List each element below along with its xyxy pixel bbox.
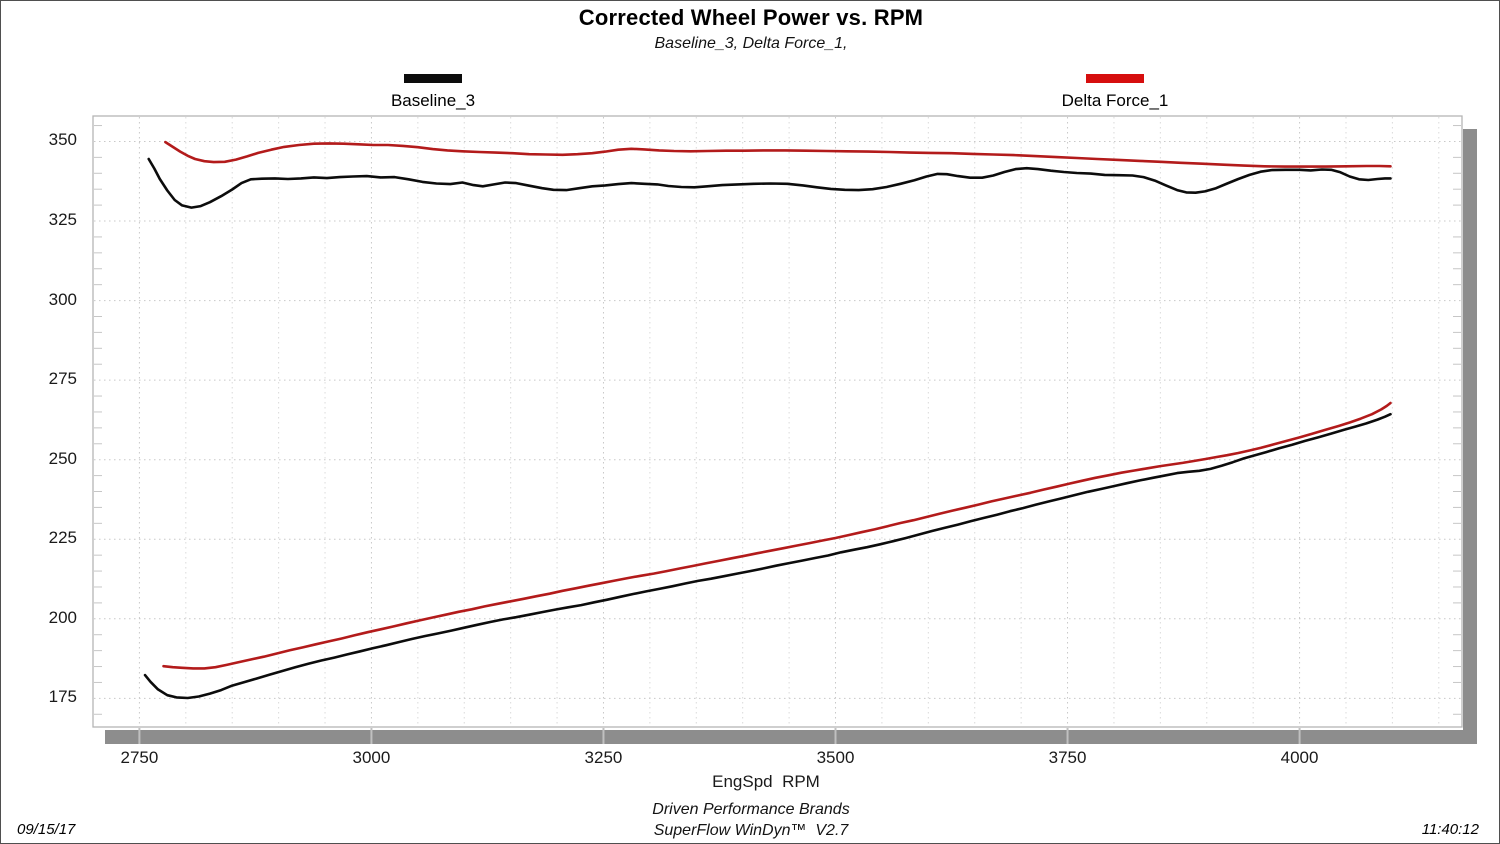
series-line-delta-force-1-upper-curve xyxy=(164,140,1392,168)
y-tick-label-275: 275 xyxy=(48,369,77,389)
vertical-gridlines xyxy=(138,117,1440,726)
legend-swatch-baseline-3 xyxy=(404,74,462,83)
footer-brand-line: Driven Performance Brands xyxy=(652,801,850,818)
major-x-ticks xyxy=(138,728,1301,744)
chart-title: Corrected Wheel Power vs. RPM xyxy=(578,5,924,30)
y-tick-label-175: 175 xyxy=(48,687,77,707)
x-tick-label-3500: 3500 xyxy=(816,748,855,767)
minor-y-ticks xyxy=(94,125,1461,715)
x-tick-label-2750: 2750 xyxy=(120,748,159,767)
series-line-baseline-3-upper-curve xyxy=(147,157,1392,209)
x-tick-label-3000: 3000 xyxy=(352,748,391,767)
y-tick-label-225: 225 xyxy=(48,528,77,548)
legend-item-delta-force-1: Delta Force_1 xyxy=(1035,74,1195,111)
x-tick-label-4000: 4000 xyxy=(1280,748,1319,767)
y-tick-label-300: 300 xyxy=(48,289,77,309)
plot-shadow xyxy=(105,129,1477,744)
legend-swatch-delta-force-1 xyxy=(1086,74,1144,83)
series-line-delta-force-1-power-curve xyxy=(162,401,1392,670)
y-tick-label-350: 350 xyxy=(48,130,77,150)
legend-label-baseline-3: Baseline_3 xyxy=(390,91,476,110)
x-axis-label: EngSpd RPM xyxy=(712,772,820,791)
footer-software-line: SuperFlow WinDyn™ V2.7 xyxy=(653,822,849,839)
report-time: 11:40:12 xyxy=(1421,821,1479,838)
x-tick-label-3750: 3750 xyxy=(1048,748,1087,767)
series-line-baseline-3-power-curve xyxy=(143,412,1392,700)
y-tick-label-250: 250 xyxy=(48,448,77,468)
legend-label-delta-force-1: Delta Force_1 xyxy=(1061,91,1169,110)
report-date: 09/15/17 xyxy=(17,821,76,838)
y-tick-label-200: 200 xyxy=(48,607,77,627)
chart-subtitle: Baseline_3, Delta Force_1, xyxy=(654,35,848,52)
y-tick-label-325: 325 xyxy=(48,210,77,230)
x-tick-label-3250: 3250 xyxy=(584,748,623,767)
legend-item-baseline-3: Baseline_3 xyxy=(353,74,513,111)
plot-frame xyxy=(92,115,1463,728)
